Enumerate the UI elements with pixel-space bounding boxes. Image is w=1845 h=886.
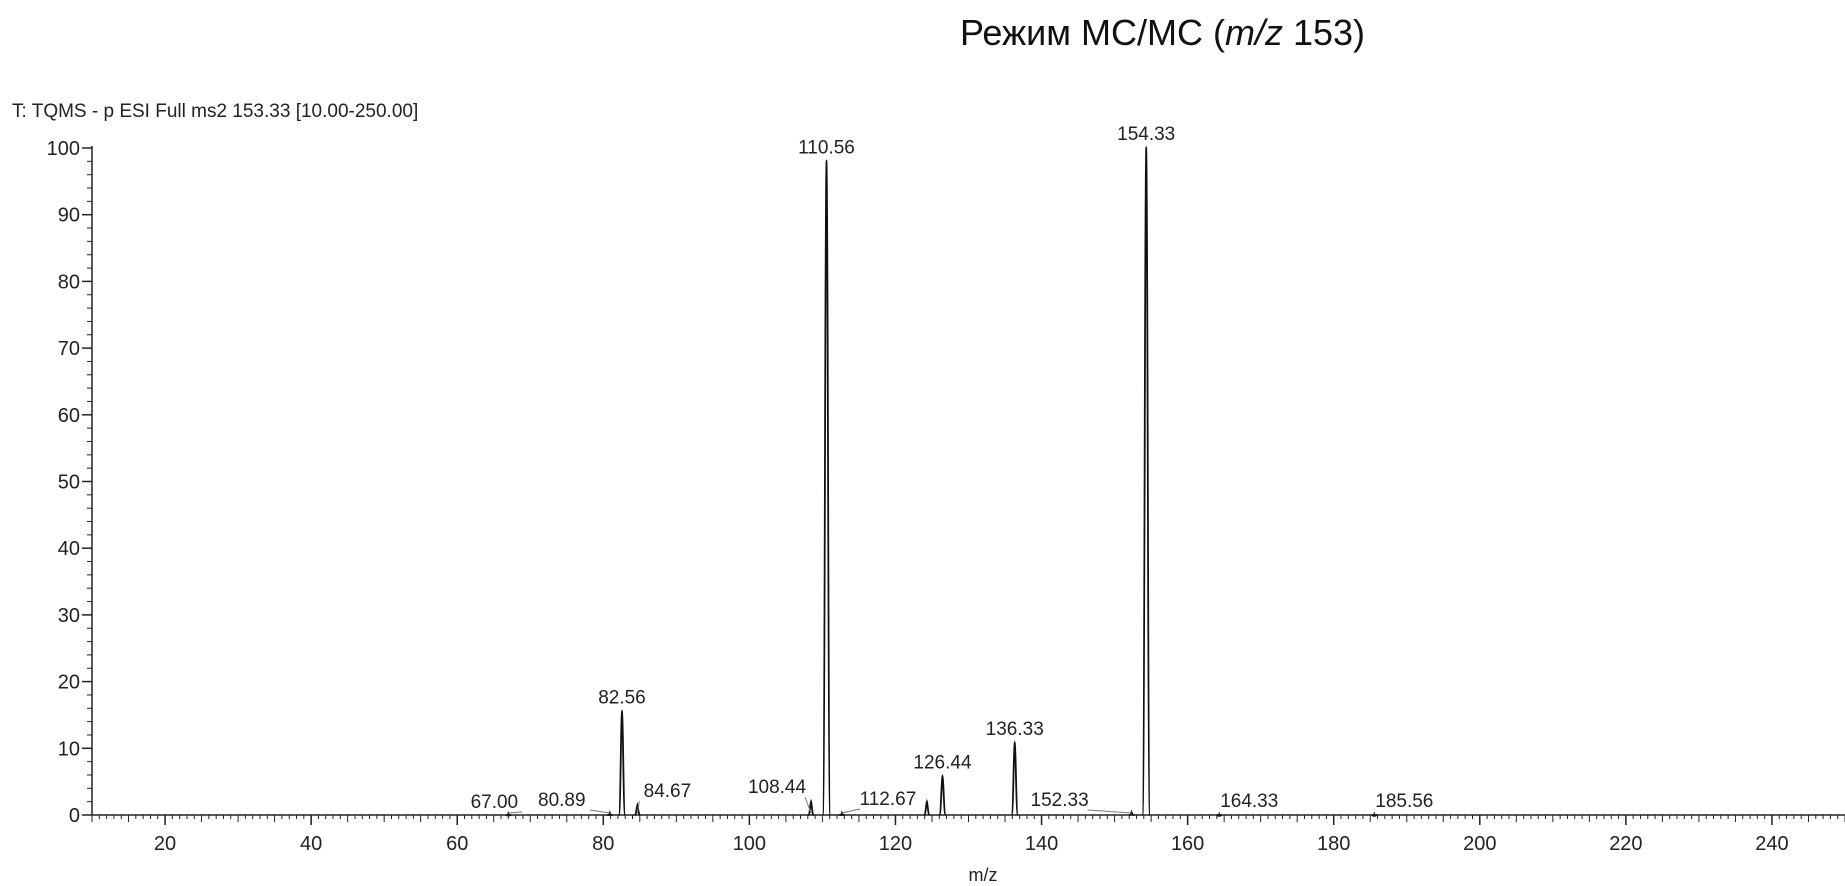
- x-tick-label: 140: [1025, 833, 1058, 855]
- label-leader: [1087, 809, 1132, 814]
- y-tick-label: 90: [58, 205, 80, 227]
- label-leader: [636, 800, 640, 814]
- x-tick-label: 60: [446, 833, 468, 855]
- y-tick-label: 20: [58, 672, 80, 694]
- x-tick-label: 180: [1317, 833, 1350, 855]
- label-leader: [804, 796, 812, 814]
- peak-trace: [1216, 811, 1223, 817]
- peak-label: 110.56: [798, 137, 855, 158]
- peak-trace: [1141, 145, 1151, 816]
- peak-trace: [1128, 809, 1135, 816]
- peak-label: 108.44: [748, 777, 807, 798]
- label-leader: [589, 809, 610, 814]
- x-tick-label: 160: [1171, 833, 1204, 855]
- spectrum-traces: [505, 145, 1378, 817]
- peak-label: 84.67: [644, 781, 692, 802]
- x-tick-label: 200: [1463, 833, 1496, 855]
- scan-header: T: TQMS - p ESI Full ms2 153.33 [10.00-2…: [12, 101, 418, 122]
- y-tick-label: 80: [58, 271, 80, 293]
- label-leader: [841, 808, 861, 814]
- peak-label: 136.33: [986, 719, 1044, 740]
- peak-label: 164.33: [1220, 791, 1278, 812]
- x-tick-label: 240: [1755, 833, 1788, 855]
- peak-label: 82.56: [598, 688, 646, 709]
- peak-label: 152.33: [1031, 790, 1089, 811]
- peak-trace: [1371, 811, 1378, 817]
- y-tick-label: 10: [58, 738, 80, 760]
- peak-label: 67.00: [471, 792, 519, 813]
- peak-trace: [634, 802, 641, 816]
- peak-trace: [923, 798, 931, 816]
- peak-labels: 67.00 80.89 82.56 84.67 108.44 110.56 112.67 12…: [471, 124, 1433, 814]
- peak-trace: [807, 798, 815, 816]
- title-mz: m/z: [1224, 12, 1283, 53]
- title-prefix: Режим МС/МС (: [959, 12, 1225, 53]
- peak-trace: [606, 810, 613, 817]
- x-tick-label: 20: [154, 833, 176, 855]
- label-leader: [508, 811, 523, 814]
- y-tick-label: 50: [58, 472, 80, 494]
- axes: 0 10 20 30 40 50 60 70 80 90 100 20 40 60 80 100 120 140 1…: [47, 138, 1845, 855]
- peak-label: 112.67: [860, 789, 917, 810]
- x-tick-label: 220: [1609, 833, 1642, 855]
- y-tick-label: 60: [58, 405, 80, 427]
- peak-label: 126.44: [913, 752, 972, 773]
- peak-label: 80.89: [538, 790, 586, 811]
- peak-label: 154.33: [1117, 124, 1175, 145]
- x-tick-label: 100: [733, 833, 766, 855]
- peak-trace: [821, 158, 832, 816]
- y-tick-label: 30: [58, 605, 80, 627]
- peak-trace: [617, 709, 627, 816]
- title-suffix: 153): [1282, 12, 1366, 53]
- x-axis-title: m/z: [969, 865, 998, 885]
- x-tick-label: 120: [879, 833, 912, 855]
- y-tick-label: 0: [69, 805, 80, 827]
- x-tick-label: 40: [300, 833, 322, 855]
- x-tick-label: 80: [592, 833, 614, 855]
- peak-trace: [1010, 740, 1019, 816]
- peak-trace: [938, 773, 947, 816]
- peak-label: 185.56: [1375, 791, 1433, 812]
- page-title: Режим МС/МС (m/z 153): [0, 12, 1845, 54]
- y-tick-label: 100: [47, 138, 80, 160]
- y-tick-label: 40: [58, 538, 80, 560]
- y-tick-label: 70: [58, 338, 80, 360]
- peak-trace: [505, 810, 512, 817]
- peak-trace: [839, 810, 845, 817]
